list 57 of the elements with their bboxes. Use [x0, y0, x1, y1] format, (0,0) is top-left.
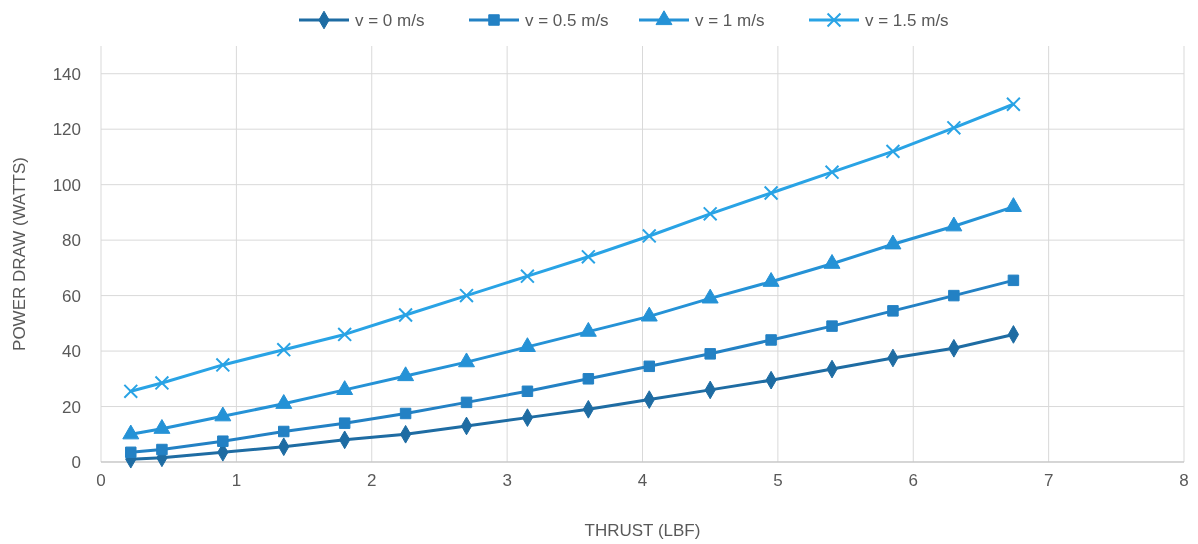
point [459, 288, 474, 304]
x-tick-label: 3 [502, 471, 512, 490]
point [765, 334, 777, 346]
point [1005, 96, 1021, 112]
point [460, 396, 473, 409]
legend-label: v = 0 m/s [355, 11, 425, 30]
point [154, 375, 170, 391]
point [641, 228, 657, 244]
point [521, 385, 534, 398]
point [887, 305, 899, 317]
point [123, 383, 139, 399]
x-tick-label: 7 [1043, 471, 1054, 490]
y-tick-label: 80 [62, 231, 81, 251]
point [399, 407, 412, 420]
point [217, 435, 229, 447]
point [276, 342, 292, 358]
y-tick-label: 120 [52, 120, 81, 140]
point [826, 320, 838, 332]
x-tick-label: 5 [773, 471, 783, 490]
point [278, 425, 290, 438]
point [519, 268, 535, 284]
point [337, 326, 353, 342]
x-tick-label: 8 [1179, 471, 1189, 490]
y-tick-label: 60 [62, 286, 81, 306]
y-tick-label: 40 [62, 342, 81, 362]
point [398, 307, 414, 323]
point [156, 443, 168, 456]
point [580, 249, 596, 265]
y-tick-label: 0 [71, 453, 81, 472]
x-tick-label: 4 [637, 471, 648, 490]
x-axis-title: THRUST (LBF) [584, 521, 701, 540]
x-tick-label: 2 [367, 471, 377, 490]
y-tick-label: 20 [62, 397, 81, 417]
y-tick-label: 140 [52, 64, 81, 84]
x-tick-label: 0 [96, 471, 106, 490]
legend-label: v = 0.5 m/s [525, 11, 609, 30]
y-tick-label: 100 [52, 175, 81, 195]
point [704, 348, 716, 360]
point [948, 289, 960, 302]
point [643, 360, 656, 373]
y-axis-title: POWER DRAW (WATTS) [10, 157, 29, 351]
x-tick-label: 6 [908, 471, 918, 490]
legend-label: v = 1 m/s [695, 11, 765, 30]
legend-label: v = 1.5 m/s [865, 11, 949, 30]
point [1007, 274, 1020, 287]
point [582, 373, 595, 385]
point [885, 143, 901, 159]
point [946, 120, 962, 136]
point [215, 357, 231, 373]
point [702, 206, 718, 222]
point [824, 164, 840, 180]
point [518, 337, 536, 353]
x-tick-label: 1 [231, 471, 242, 490]
point [397, 366, 415, 382]
point [338, 417, 351, 429]
point [763, 185, 779, 201]
point [125, 446, 137, 459]
